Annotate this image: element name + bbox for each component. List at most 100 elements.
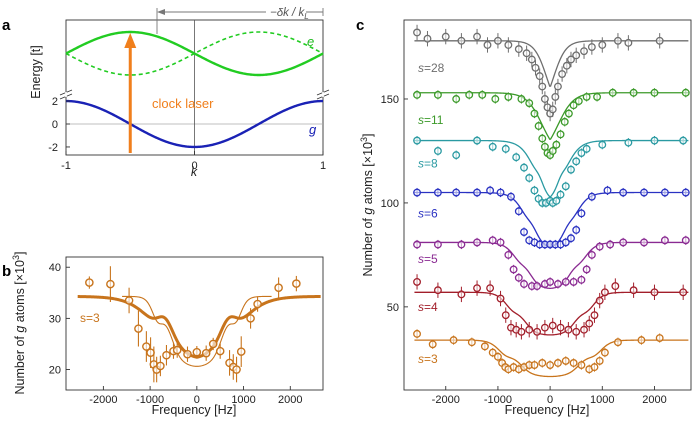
data-point	[606, 240, 615, 249]
data-point	[183, 349, 192, 359]
data-point	[530, 361, 539, 370]
data-point	[253, 299, 262, 309]
x-tick-label: -1000	[136, 394, 164, 406]
data-point	[488, 236, 497, 245]
data-point	[629, 88, 638, 97]
data-point	[467, 338, 476, 347]
data-point	[548, 147, 557, 155]
data-point	[556, 190, 565, 199]
data-point	[582, 144, 591, 153]
data-point	[613, 36, 622, 45]
fit-line	[414, 40, 689, 87]
data-point	[504, 92, 513, 101]
panel-a-chart: -2 0 2 -1 0 1 −δk / kL clock laser e g Energy…	[29, 7, 330, 179]
fit-line	[414, 339, 689, 378]
data-point	[457, 36, 466, 45]
x-tick-label: -2000	[89, 394, 117, 406]
data-point	[85, 278, 94, 287]
data-point	[533, 327, 542, 336]
data-point	[457, 240, 466, 249]
x-tick-label: 0	[191, 160, 197, 172]
data-point	[274, 283, 283, 292]
data-point	[428, 340, 437, 349]
data-point	[681, 236, 690, 245]
x-tick-label: 0	[194, 394, 200, 406]
data-point	[556, 323, 565, 332]
data-point	[619, 238, 628, 247]
data-point	[514, 273, 523, 282]
data-point	[525, 174, 534, 182]
data-point	[514, 45, 523, 54]
data-point	[525, 99, 534, 108]
data-point	[548, 321, 557, 330]
y-tick-label: 50	[387, 302, 399, 314]
data-point	[452, 188, 461, 197]
data-point	[493, 36, 502, 45]
x-tick-label: 2000	[278, 394, 302, 406]
data-point	[681, 88, 690, 97]
data-point	[473, 32, 482, 41]
data-point	[507, 192, 515, 201]
data-point	[134, 324, 143, 333]
data-point	[232, 365, 241, 374]
series-label: s=5	[418, 252, 438, 266]
data-point	[595, 356, 604, 365]
data-point	[561, 182, 570, 191]
data-point	[572, 327, 581, 336]
data-point	[504, 40, 513, 49]
data-point	[538, 82, 547, 91]
data-point	[433, 188, 442, 197]
series-label: s=28	[418, 61, 445, 75]
data-point	[433, 147, 442, 155]
data-point	[162, 350, 171, 360]
data-point	[580, 325, 588, 334]
data-point	[562, 61, 571, 70]
y-axis-label-c: Number of g atoms [×103]	[359, 134, 375, 277]
data-point	[488, 142, 497, 151]
data-point	[553, 82, 562, 91]
data-point	[577, 149, 586, 157]
data-point	[527, 55, 536, 64]
clock-laser-label: clock laser	[152, 96, 214, 111]
data-point	[441, 32, 450, 41]
fit-line	[414, 139, 689, 198]
y-tick-label: 0	[52, 119, 58, 131]
data-point	[520, 280, 528, 288]
x-tick-label: 2000	[642, 394, 666, 406]
data-point	[486, 284, 495, 293]
data-point	[215, 346, 225, 356]
data-point	[522, 49, 531, 58]
data-point	[433, 90, 442, 99]
data-point	[640, 188, 648, 197]
data-point	[452, 151, 461, 160]
data-point	[413, 90, 421, 99]
data-point	[603, 186, 612, 195]
data-point	[488, 348, 497, 357]
series-label: s=8	[418, 156, 438, 170]
data-point	[433, 286, 442, 295]
data-point	[624, 138, 633, 147]
data-point	[655, 36, 664, 45]
data-point	[564, 325, 573, 334]
data-point	[501, 311, 510, 320]
data-point	[619, 188, 628, 197]
data-point	[572, 225, 581, 234]
data-point	[587, 43, 596, 51]
data-point	[142, 342, 151, 351]
data-point	[613, 338, 622, 347]
data-point	[504, 250, 513, 259]
momentum-shift-bracket	[156, 8, 324, 34]
x-tick-label: -2000	[432, 394, 460, 406]
panel-label-a: a	[2, 17, 11, 34]
data-point	[514, 207, 523, 216]
data-point	[538, 134, 547, 143]
data-point	[611, 282, 620, 291]
data-point	[552, 140, 561, 149]
y-tick-label: -2	[48, 142, 58, 154]
data-point	[577, 209, 586, 218]
data-point	[540, 95, 549, 103]
data-point	[473, 238, 482, 247]
data-point	[473, 188, 482, 197]
y-tick-label: 100	[381, 198, 399, 210]
data-point	[525, 325, 534, 334]
